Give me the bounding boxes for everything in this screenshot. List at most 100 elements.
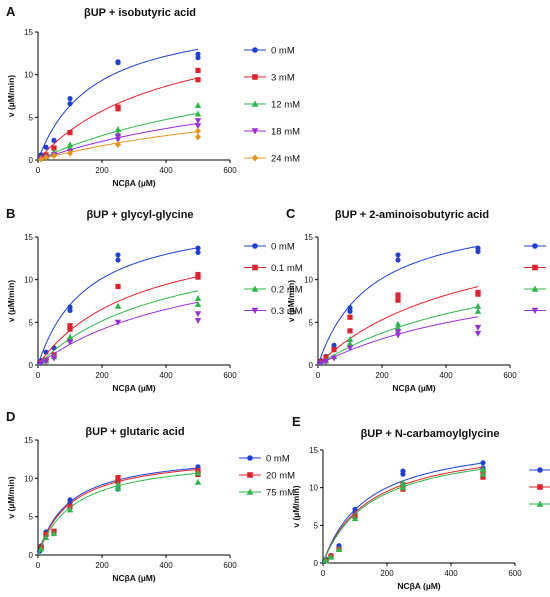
data-point [479, 470, 487, 477]
x-tick-label: 400 [159, 166, 173, 175]
series-20-mm [37, 468, 201, 556]
data-point [195, 67, 201, 73]
data-point [346, 345, 354, 352]
panel-letter: A [6, 4, 16, 19]
fit-curve [37, 247, 199, 366]
x-tick-label: 600 [508, 569, 522, 578]
data-point [66, 141, 74, 148]
data-point [195, 249, 201, 255]
x-tick-label: 200 [95, 166, 109, 175]
data-point [395, 297, 401, 303]
y-tick-label: 15 [24, 233, 33, 242]
legend-marker [252, 47, 258, 53]
legend-entry: 12 mM [244, 100, 300, 111]
y-tick-label: 0 [29, 551, 34, 560]
data-point [474, 330, 482, 337]
data-point [38, 155, 45, 163]
legend-label: 0 mM [271, 46, 295, 57]
x-tick-label: 200 [95, 371, 109, 380]
legend-entry: 0.3 mM [524, 307, 546, 315]
series-0-1-mm [37, 271, 201, 366]
data-point [195, 51, 201, 57]
legend-marker [537, 467, 543, 473]
data-point [114, 481, 122, 488]
data-point [474, 302, 482, 309]
data-point [351, 515, 359, 522]
data-point [194, 318, 202, 325]
data-point [50, 530, 58, 537]
data-point [115, 257, 121, 263]
legend-marker [251, 100, 259, 107]
data-point [115, 474, 121, 481]
legend-label: 12 mM [271, 100, 300, 111]
data-point [115, 104, 121, 110]
x-tick-label: 0 [36, 561, 41, 570]
legend-label: 0.1 mM [271, 263, 303, 274]
data-point [67, 497, 73, 503]
data-point [194, 478, 202, 485]
legend-label: 0 mM [271, 242, 295, 253]
x-tick-label: 0 [36, 166, 41, 175]
data-point [67, 323, 73, 329]
legend-marker [252, 243, 258, 249]
y-tick-label: 15 [304, 233, 313, 242]
panel-letter: E [292, 414, 301, 429]
panel-title: βUP + glutaric acid [85, 426, 184, 438]
series-0-3-mm [37, 301, 202, 367]
data-point [194, 101, 202, 108]
data-point [66, 339, 74, 346]
legend-marker [536, 500, 544, 507]
x-tick-label: 0 [36, 371, 41, 380]
data-point [194, 311, 202, 318]
panel-title: βUP + glycyl-glycine [86, 209, 193, 221]
x-axis-label: NCβA (µM) [112, 383, 155, 393]
data-point [195, 127, 201, 135]
x-tick-label: 200 [95, 561, 109, 570]
legend: 0 24 mM 40 mM [529, 467, 550, 507]
data-point [66, 333, 74, 340]
legend-entry: 24 mM [244, 154, 300, 165]
data-point [347, 305, 353, 311]
legend-entry: 0 [529, 467, 550, 473]
data-point [395, 252, 401, 258]
legend-marker [532, 264, 538, 271]
data-point [400, 468, 406, 474]
legend-label: 0.2 mM [271, 285, 303, 296]
data-point [347, 314, 353, 320]
y-tick-label: 15 [24, 436, 33, 445]
data-point [114, 302, 122, 309]
panel-letter: D [6, 409, 15, 424]
x-tick-label: 400 [444, 569, 458, 578]
legend-label: 24 mM [271, 154, 300, 165]
y-tick-label: 15 [309, 446, 318, 455]
y-axis-label: v (µM/min) [286, 280, 296, 322]
legend-marker [251, 128, 259, 135]
y-tick-label: 15 [24, 28, 33, 37]
data-point [51, 137, 57, 143]
data-point [330, 355, 338, 362]
data-point [38, 545, 45, 552]
x-tick-label: 400 [439, 371, 453, 380]
legend-marker [532, 243, 538, 249]
x-tick-label: 400 [159, 561, 173, 570]
legend-entry: 0 mM [244, 46, 295, 57]
data-point [346, 340, 354, 347]
legend-entry: 75 mM [239, 488, 295, 499]
series-24-mm [37, 127, 201, 163]
data-point [475, 289, 481, 296]
legend-entry: 24 mM [529, 484, 550, 490]
series-24-mm [322, 466, 486, 564]
data-point [115, 141, 121, 149]
y-tick-label: 10 [24, 71, 33, 80]
x-tick-label: 600 [223, 166, 237, 175]
legend-entry: 0.1 mM [524, 264, 546, 271]
data-point [115, 283, 121, 290]
data-point [394, 320, 402, 327]
data-point [474, 307, 482, 314]
legend-marker [537, 484, 543, 490]
data-point [323, 557, 330, 564]
data-point [67, 130, 73, 136]
